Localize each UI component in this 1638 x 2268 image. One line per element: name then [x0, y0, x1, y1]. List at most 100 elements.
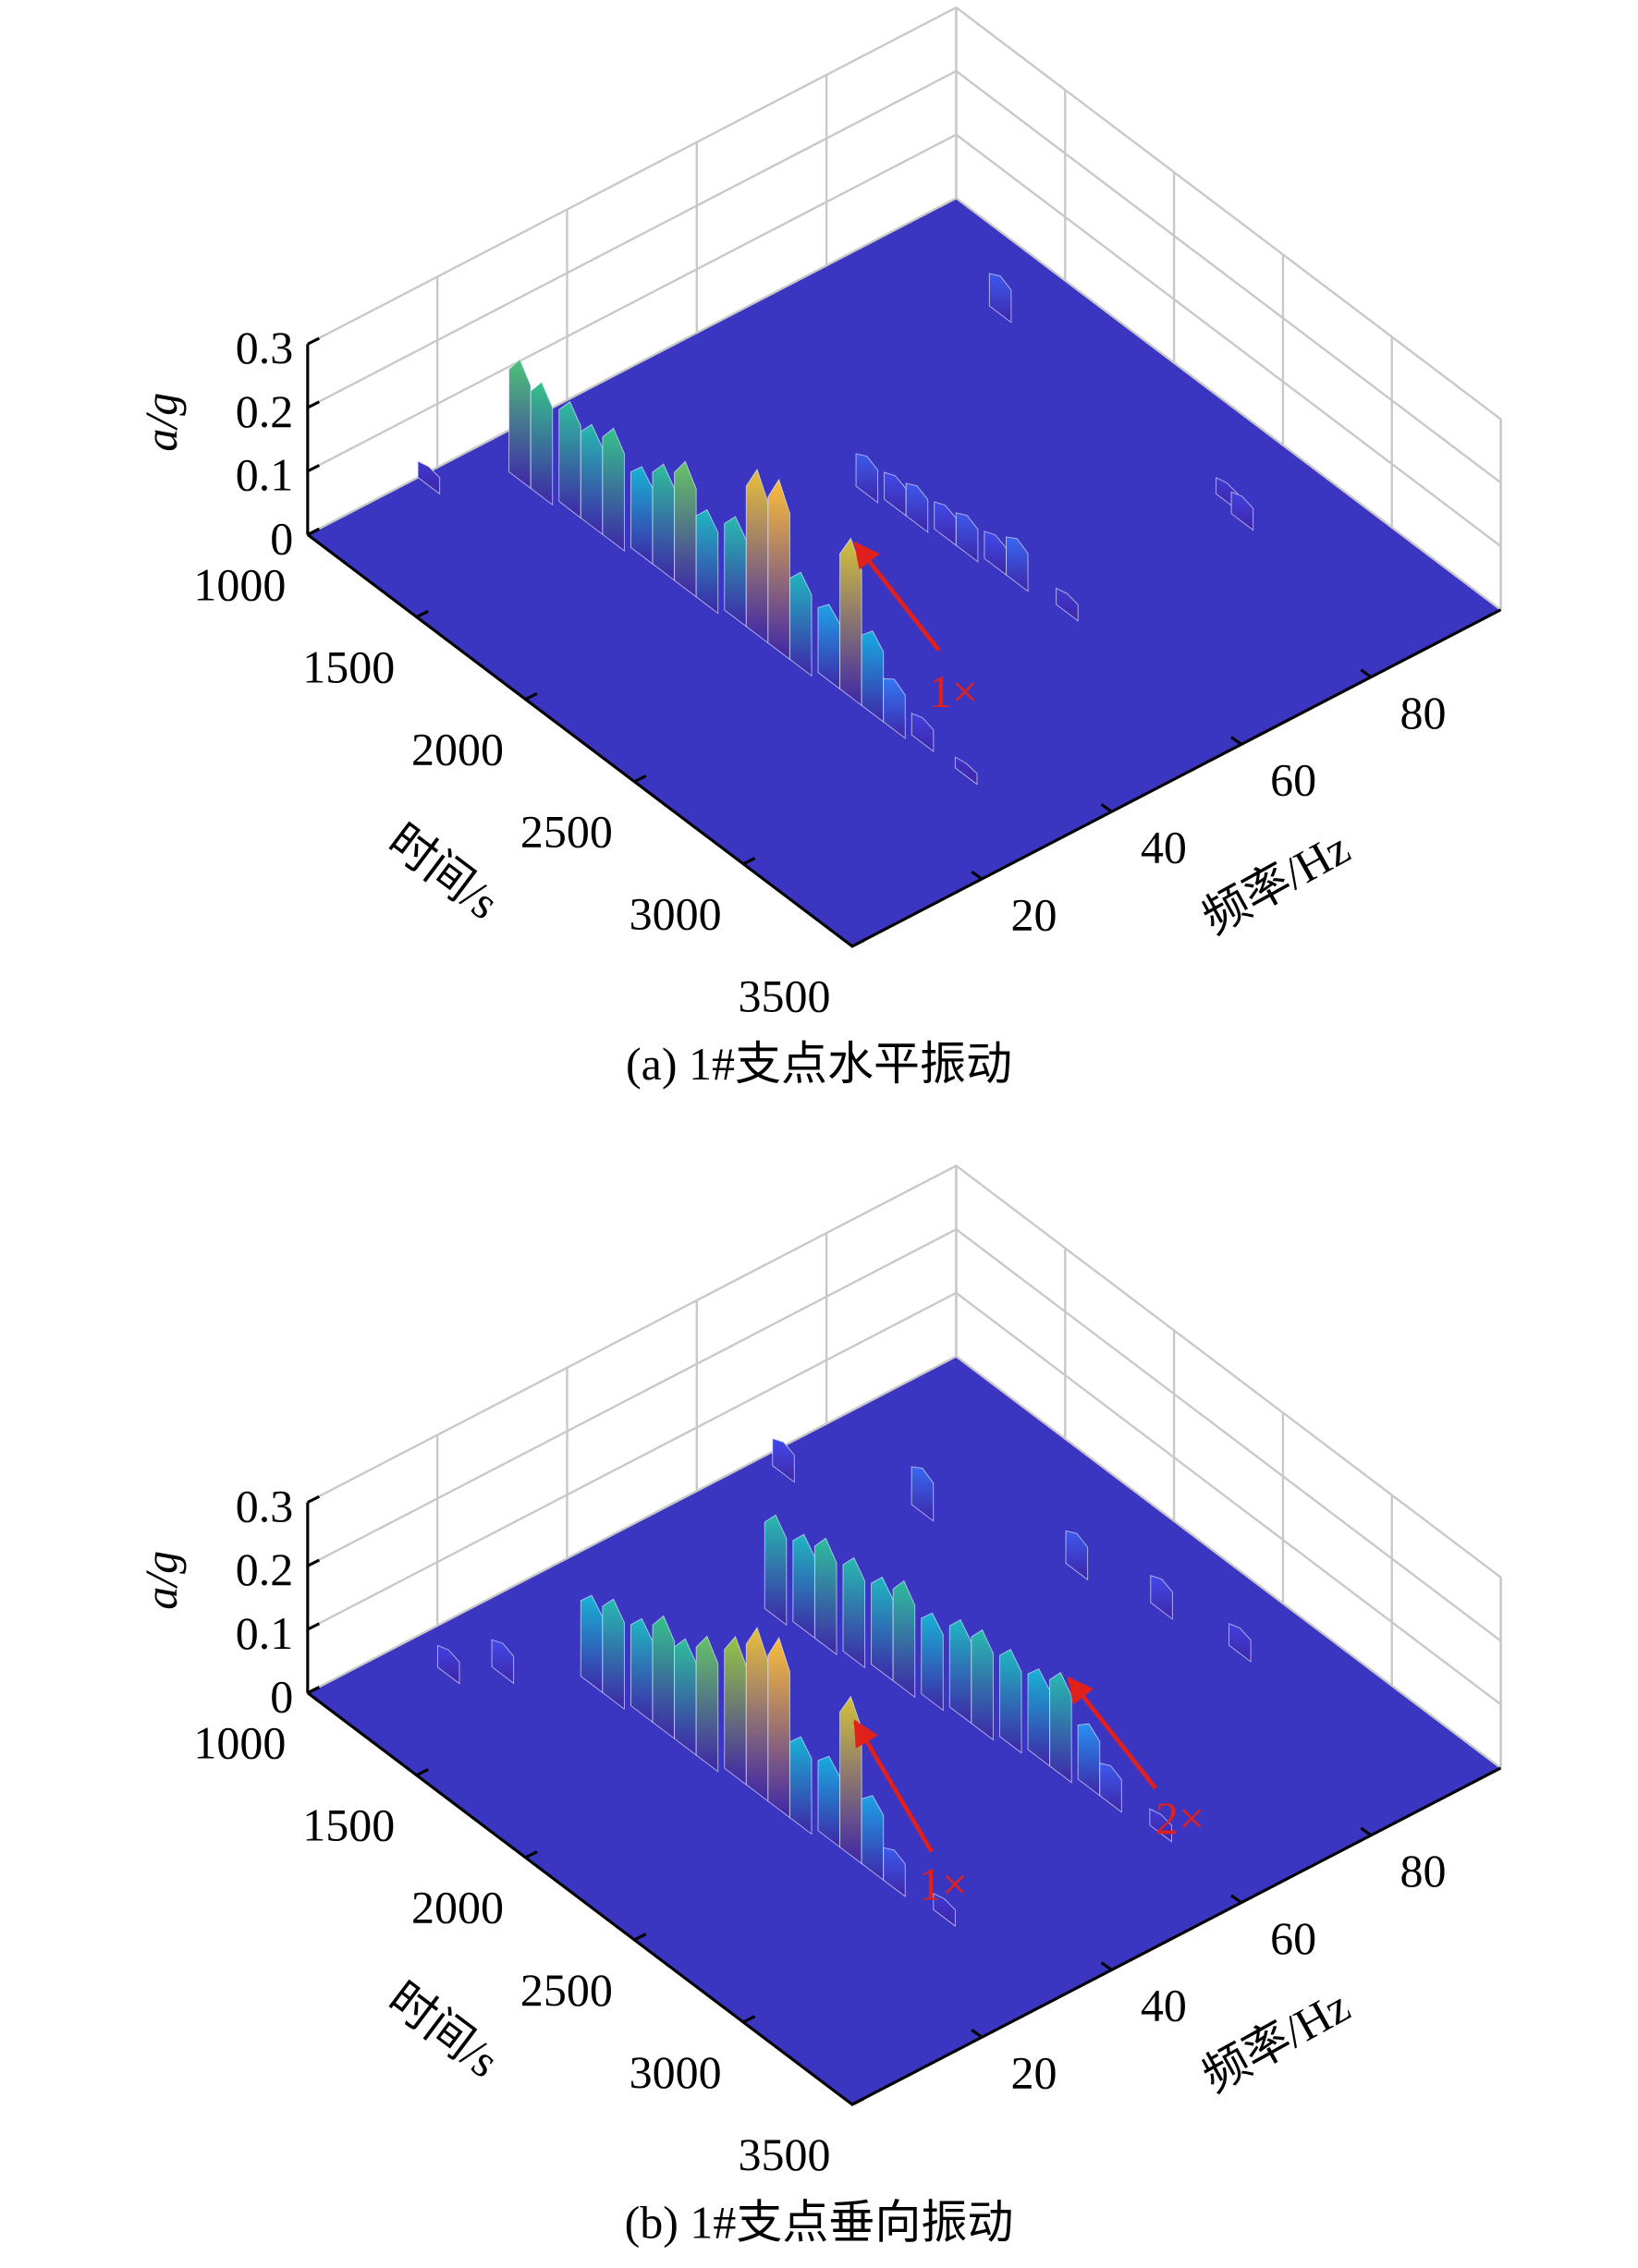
- spectral-peak: [817, 604, 841, 690]
- spectral-peak: [764, 1514, 788, 1627]
- spectral-peak: [788, 1736, 813, 1835]
- grid-line: [307, 1227, 1502, 1642]
- spectral-peak: [883, 677, 906, 739]
- x-tick-label: 20: [1011, 2046, 1057, 2098]
- y-tick-label: 1000: [193, 1717, 286, 1769]
- spectral-peak: [695, 1635, 719, 1773]
- tick-mark: [307, 1558, 321, 1567]
- spectral-peak: [911, 713, 935, 752]
- z-tick-label: 0.1: [236, 1607, 293, 1659]
- caption: (b) 1#支点垂向振动: [625, 2196, 1014, 2248]
- spectral-peak: [580, 423, 604, 536]
- spectral-peak: [745, 468, 769, 644]
- z-tick-label: 0: [270, 1671, 293, 1723]
- spectral-peak: [892, 1579, 916, 1699]
- spectral-peak: [491, 1639, 515, 1685]
- spectral-peak: [1049, 1672, 1072, 1784]
- tick-mark: [1230, 736, 1242, 746]
- grid-line: [307, 69, 1502, 484]
- x-tick-label: 60: [1270, 1912, 1316, 1964]
- z-axis-title: a/g: [135, 393, 187, 452]
- y-tick-label: 2000: [411, 724, 504, 775]
- spectral-peak: [861, 630, 885, 723]
- spectral-peak: [813, 1537, 837, 1656]
- spectral-peak: [954, 756, 978, 786]
- y-tick-label: 3500: [739, 2128, 831, 2180]
- grid-line: [307, 133, 1502, 547]
- tick-mark: [307, 1622, 321, 1631]
- tick-mark: [1100, 803, 1113, 813]
- spectral-peak: [839, 1695, 862, 1865]
- y-tick-label: 2500: [520, 1964, 613, 2016]
- spectral-peak: [934, 501, 957, 546]
- tick-mark: [1360, 1826, 1373, 1837]
- z-tick-label: 0.2: [236, 1543, 293, 1595]
- tick-mark: [633, 1933, 647, 1942]
- spectral-peak: [674, 1638, 697, 1756]
- x-tick-label: 60: [1270, 754, 1316, 806]
- spectral-peak: [788, 571, 813, 677]
- grid-line: [307, 1355, 1502, 1769]
- grid-line: [307, 6, 1502, 421]
- tick-mark: [307, 527, 321, 536]
- spectral-peak: [971, 1628, 994, 1741]
- annotation: 2×: [1155, 1792, 1204, 1844]
- tick-mark: [307, 400, 321, 409]
- spectral-peak: [1099, 1762, 1122, 1813]
- spectral-peak: [839, 537, 862, 707]
- spectral-peak: [695, 508, 719, 615]
- spectral-peak: [652, 1615, 676, 1740]
- spectral-peak: [1149, 1808, 1172, 1843]
- tick-mark: [1100, 1961, 1113, 1971]
- x-tick-label: 40: [1141, 1980, 1187, 2031]
- grid-line: [307, 1291, 1502, 1706]
- spectral-peak: [905, 482, 929, 533]
- spectral-peak: [1056, 587, 1079, 622]
- y-tick-label: 3000: [630, 888, 722, 940]
- y-tick-label: 1500: [302, 640, 395, 692]
- spectral-peak: [884, 471, 907, 517]
- annotation-arrow: [853, 1719, 934, 1853]
- panel: 0 0.1 0.2 0.3 1000 1500 2000 2500 3000 3500 20 40 60…: [135, 6, 1502, 1090]
- spectral-peak: [724, 516, 747, 628]
- spectral-peak: [1150, 1575, 1173, 1620]
- tick-mark: [742, 2015, 756, 2024]
- spectral-peak: [871, 1576, 894, 1682]
- tick-mark: [851, 2097, 865, 2106]
- spectral-peak: [630, 1617, 654, 1724]
- tick-mark: [971, 2029, 984, 2039]
- spectral-peak: [630, 466, 654, 566]
- spectral-peak: [530, 381, 554, 506]
- x-tick-label: 40: [1141, 821, 1187, 872]
- y-tick-label: 2500: [520, 806, 613, 858]
- z-tick-label: 0.1: [236, 449, 293, 501]
- tick-mark: [307, 1686, 321, 1695]
- spectral-peak: [558, 400, 581, 519]
- spectral-peak: [1228, 1623, 1252, 1663]
- spectral-peak: [674, 460, 697, 598]
- annotation: 1×: [929, 665, 978, 717]
- x-tick-label: 80: [1400, 1845, 1446, 1896]
- caption: (a) 1#支点水平振动: [626, 1038, 1012, 1090]
- spectral-peak: [948, 1618, 972, 1725]
- spectral-peak: [984, 530, 1007, 576]
- y-tick-label: 1000: [193, 558, 286, 610]
- annotation-arrow: [853, 541, 941, 652]
- x-axis-title: 频率/Hz: [1193, 822, 1358, 944]
- y-axis-title: 时间/s: [379, 813, 508, 929]
- spectral-peak: [883, 1847, 906, 1898]
- z-tick-label: 0.3: [236, 1480, 293, 1531]
- spectral-peak: [955, 512, 979, 563]
- spectral-peak: [1005, 536, 1029, 592]
- panel: 0 0.1 0.2 0.3 1000 1500 2000 2500 3000 3500 20 40 60…: [135, 1164, 1502, 2248]
- tick-mark: [524, 692, 538, 701]
- spectral-peak: [792, 1533, 815, 1640]
- tick-mark: [415, 1768, 429, 1777]
- spectral-peak: [652, 463, 676, 581]
- z-tick-label: 0: [270, 512, 293, 564]
- y-axis-title: 时间/s: [379, 1972, 508, 2088]
- annotation: 1×: [919, 1859, 968, 1910]
- spectral-peak: [1065, 1530, 1089, 1581]
